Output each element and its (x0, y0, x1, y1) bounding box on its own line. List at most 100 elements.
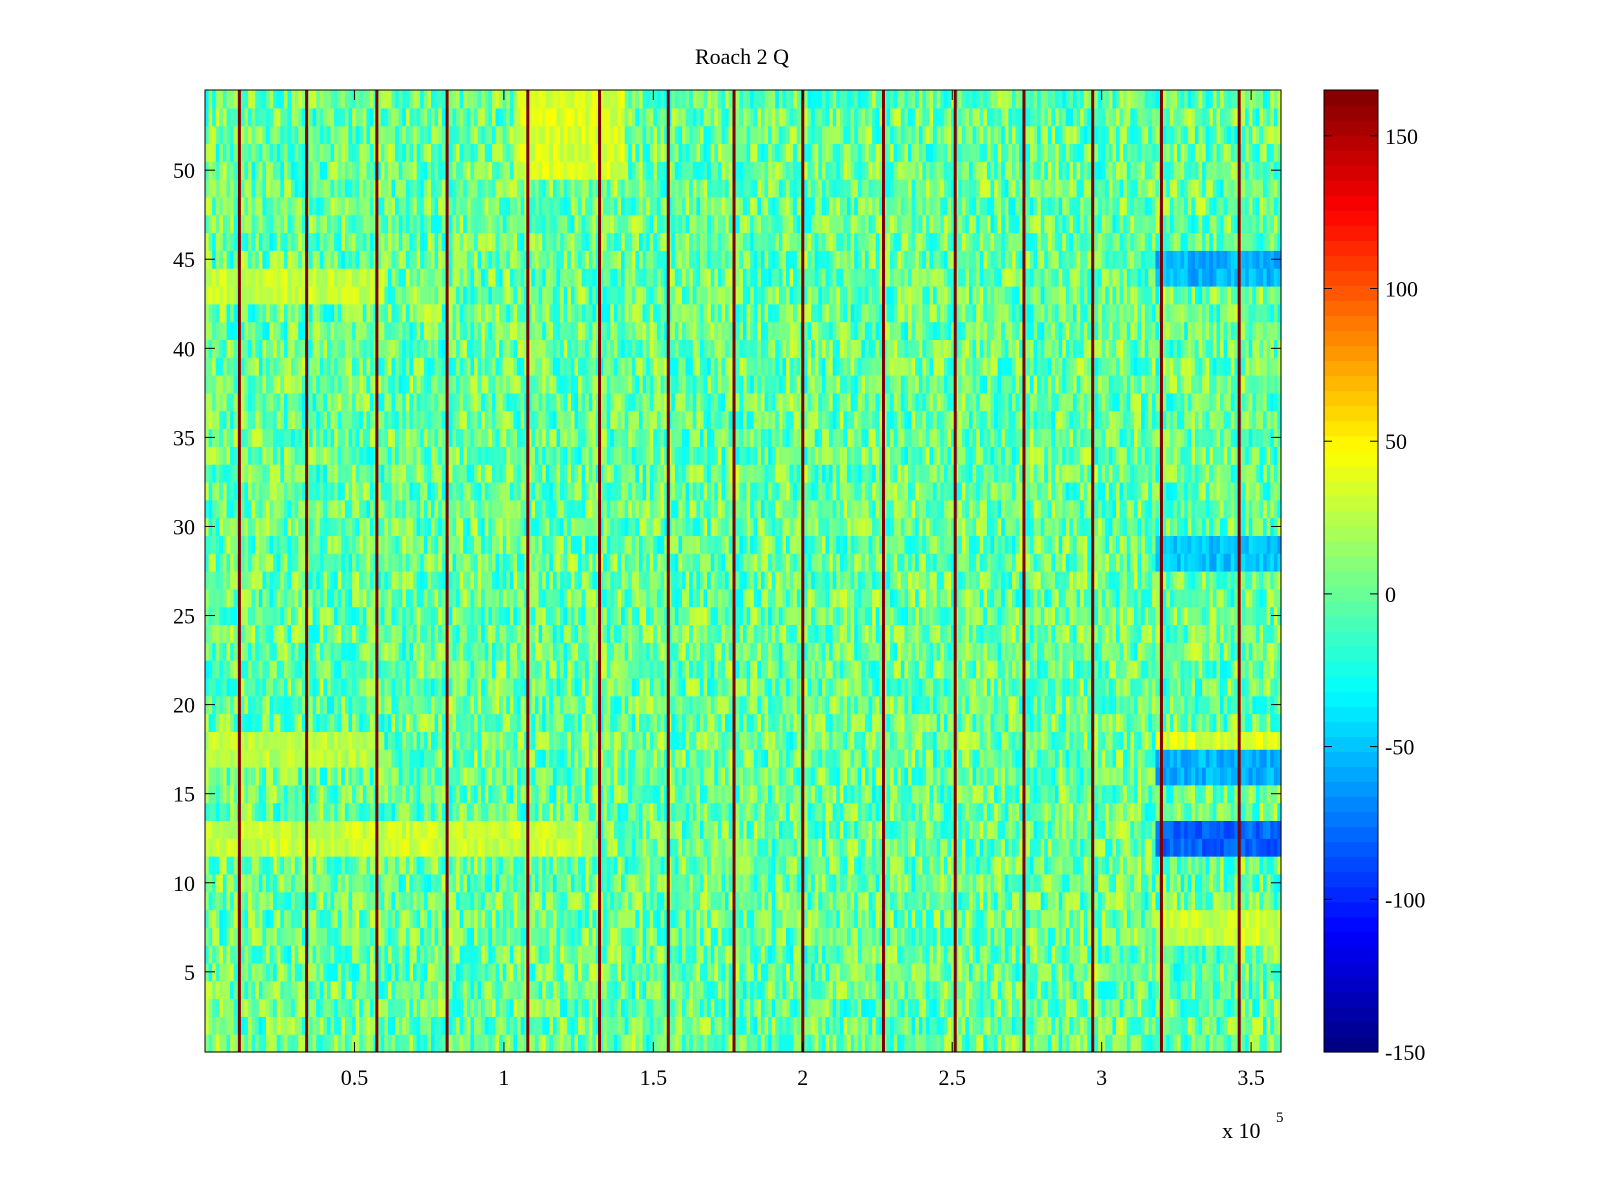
heatmap-cell (689, 766, 694, 786)
heatmap-cell (341, 1016, 346, 1035)
heatmap-cell (276, 909, 281, 928)
heatmap-cell (847, 909, 852, 928)
heatmap-cell (1065, 891, 1070, 911)
heatmap-cell (276, 1016, 281, 1035)
heatmap-cell (843, 1034, 848, 1053)
heatmap-cell (735, 927, 741, 946)
heatmap-cell (1044, 1016, 1049, 1035)
heatmap-cell (990, 784, 995, 804)
heatmap-cell (459, 909, 464, 928)
heatmap-cell (642, 945, 647, 964)
heatmap-cell (337, 802, 342, 821)
heatmap-cell (1076, 784, 1081, 804)
heatmap-cell (334, 962, 339, 982)
heatmap-cell (1209, 784, 1214, 804)
heatmap-cell (1191, 784, 1196, 804)
heatmap-cell (1040, 766, 1045, 786)
heatmap-cell (1015, 998, 1020, 1017)
heatmap-cell (721, 1016, 726, 1035)
heatmap-cell (517, 856, 522, 875)
heatmap-cell (1169, 784, 1174, 804)
heatmap-cell (1255, 838, 1261, 857)
heatmap-cell (1076, 891, 1081, 911)
heatmap-cell (520, 802, 525, 821)
heatmap-cell (262, 766, 267, 786)
heatmap-cell (1069, 945, 1074, 964)
heatmap-cell (825, 1016, 830, 1035)
heatmap-cell (606, 820, 611, 839)
heatmap-cell (1098, 998, 1103, 1017)
heatmap-cell (875, 873, 880, 893)
heatmap-cell (689, 998, 694, 1017)
heatmap-cell (918, 856, 923, 875)
heatmap-cell (646, 891, 651, 911)
heatmap-cell (1248, 784, 1253, 804)
heatmap-cell (1252, 998, 1257, 1017)
heatmap-cell (897, 927, 902, 946)
heatmap-cell (1176, 945, 1182, 964)
heatmap-cell (1069, 927, 1074, 946)
heatmap-cell (538, 784, 543, 804)
heatmap-cell (502, 1016, 507, 1035)
heatmap-cell (603, 909, 608, 928)
heatmap-cell (979, 927, 984, 946)
heatmap-cell (592, 766, 597, 786)
heatmap-cell (262, 838, 267, 857)
heatmap-cell (466, 784, 472, 804)
heatmap-cell (1141, 766, 1146, 786)
heatmap-cell (416, 980, 421, 1000)
heatmap-cell (1047, 1016, 1053, 1035)
heatmap-cell (671, 998, 676, 1017)
heatmap-cell (1191, 766, 1196, 786)
heatmap-cell (660, 802, 665, 821)
heatmap-cell (1033, 873, 1038, 893)
heatmap-cell (205, 909, 210, 928)
heatmap-cell (219, 909, 224, 928)
heatmap-cell (1273, 909, 1279, 928)
heatmap-cell (1223, 784, 1228, 804)
heatmap-cell (836, 998, 841, 1017)
heatmap-cell (656, 802, 662, 821)
heatmap-cell (653, 749, 658, 768)
heatmap-cell (958, 820, 963, 839)
heatmap-cell (330, 927, 335, 946)
heatmap-cell (893, 962, 898, 982)
heatmap-cell (725, 802, 730, 821)
heatmap-cell (907, 873, 913, 893)
heatmap-cell (326, 962, 332, 982)
heatmap-cell (337, 873, 342, 893)
heatmap-cell (230, 856, 235, 875)
heatmap-cell (491, 998, 497, 1017)
heatmap-cell (1169, 820, 1174, 839)
heatmap-cell (1037, 873, 1042, 893)
heatmap-cell (215, 838, 220, 857)
heatmap-cell (1047, 945, 1053, 964)
heatmap-cell (402, 784, 407, 804)
heatmap-cell (398, 962, 403, 982)
heatmap-cell (628, 766, 633, 786)
heatmap-cell (976, 927, 981, 946)
heatmap-cell (441, 838, 446, 857)
heatmap-cell (1180, 909, 1185, 928)
heatmap-cell (570, 766, 576, 786)
heatmap-cell (434, 766, 439, 786)
heatmap-cell (1259, 856, 1264, 875)
heatmap-cell (1069, 909, 1074, 928)
heatmap-cell (778, 998, 784, 1017)
heatmap-cell (1051, 802, 1056, 821)
heatmap-cell (463, 749, 468, 768)
heatmap-cell (1072, 1034, 1078, 1053)
heatmap-cell (735, 1016, 741, 1035)
heatmap-cell (215, 909, 220, 928)
heatmap-cell (922, 891, 927, 911)
heatmap-cell (538, 998, 543, 1017)
heatmap-cell (689, 873, 694, 893)
heatmap-cell (1248, 927, 1253, 946)
heatmap-cell (1230, 998, 1235, 1017)
heatmap-cell (240, 962, 246, 982)
heatmap-cell (796, 820, 801, 839)
heatmap-cell (1065, 909, 1070, 928)
heatmap-cell (538, 1016, 543, 1035)
heatmap-cell (933, 998, 938, 1017)
heatmap-cell (549, 1034, 554, 1053)
